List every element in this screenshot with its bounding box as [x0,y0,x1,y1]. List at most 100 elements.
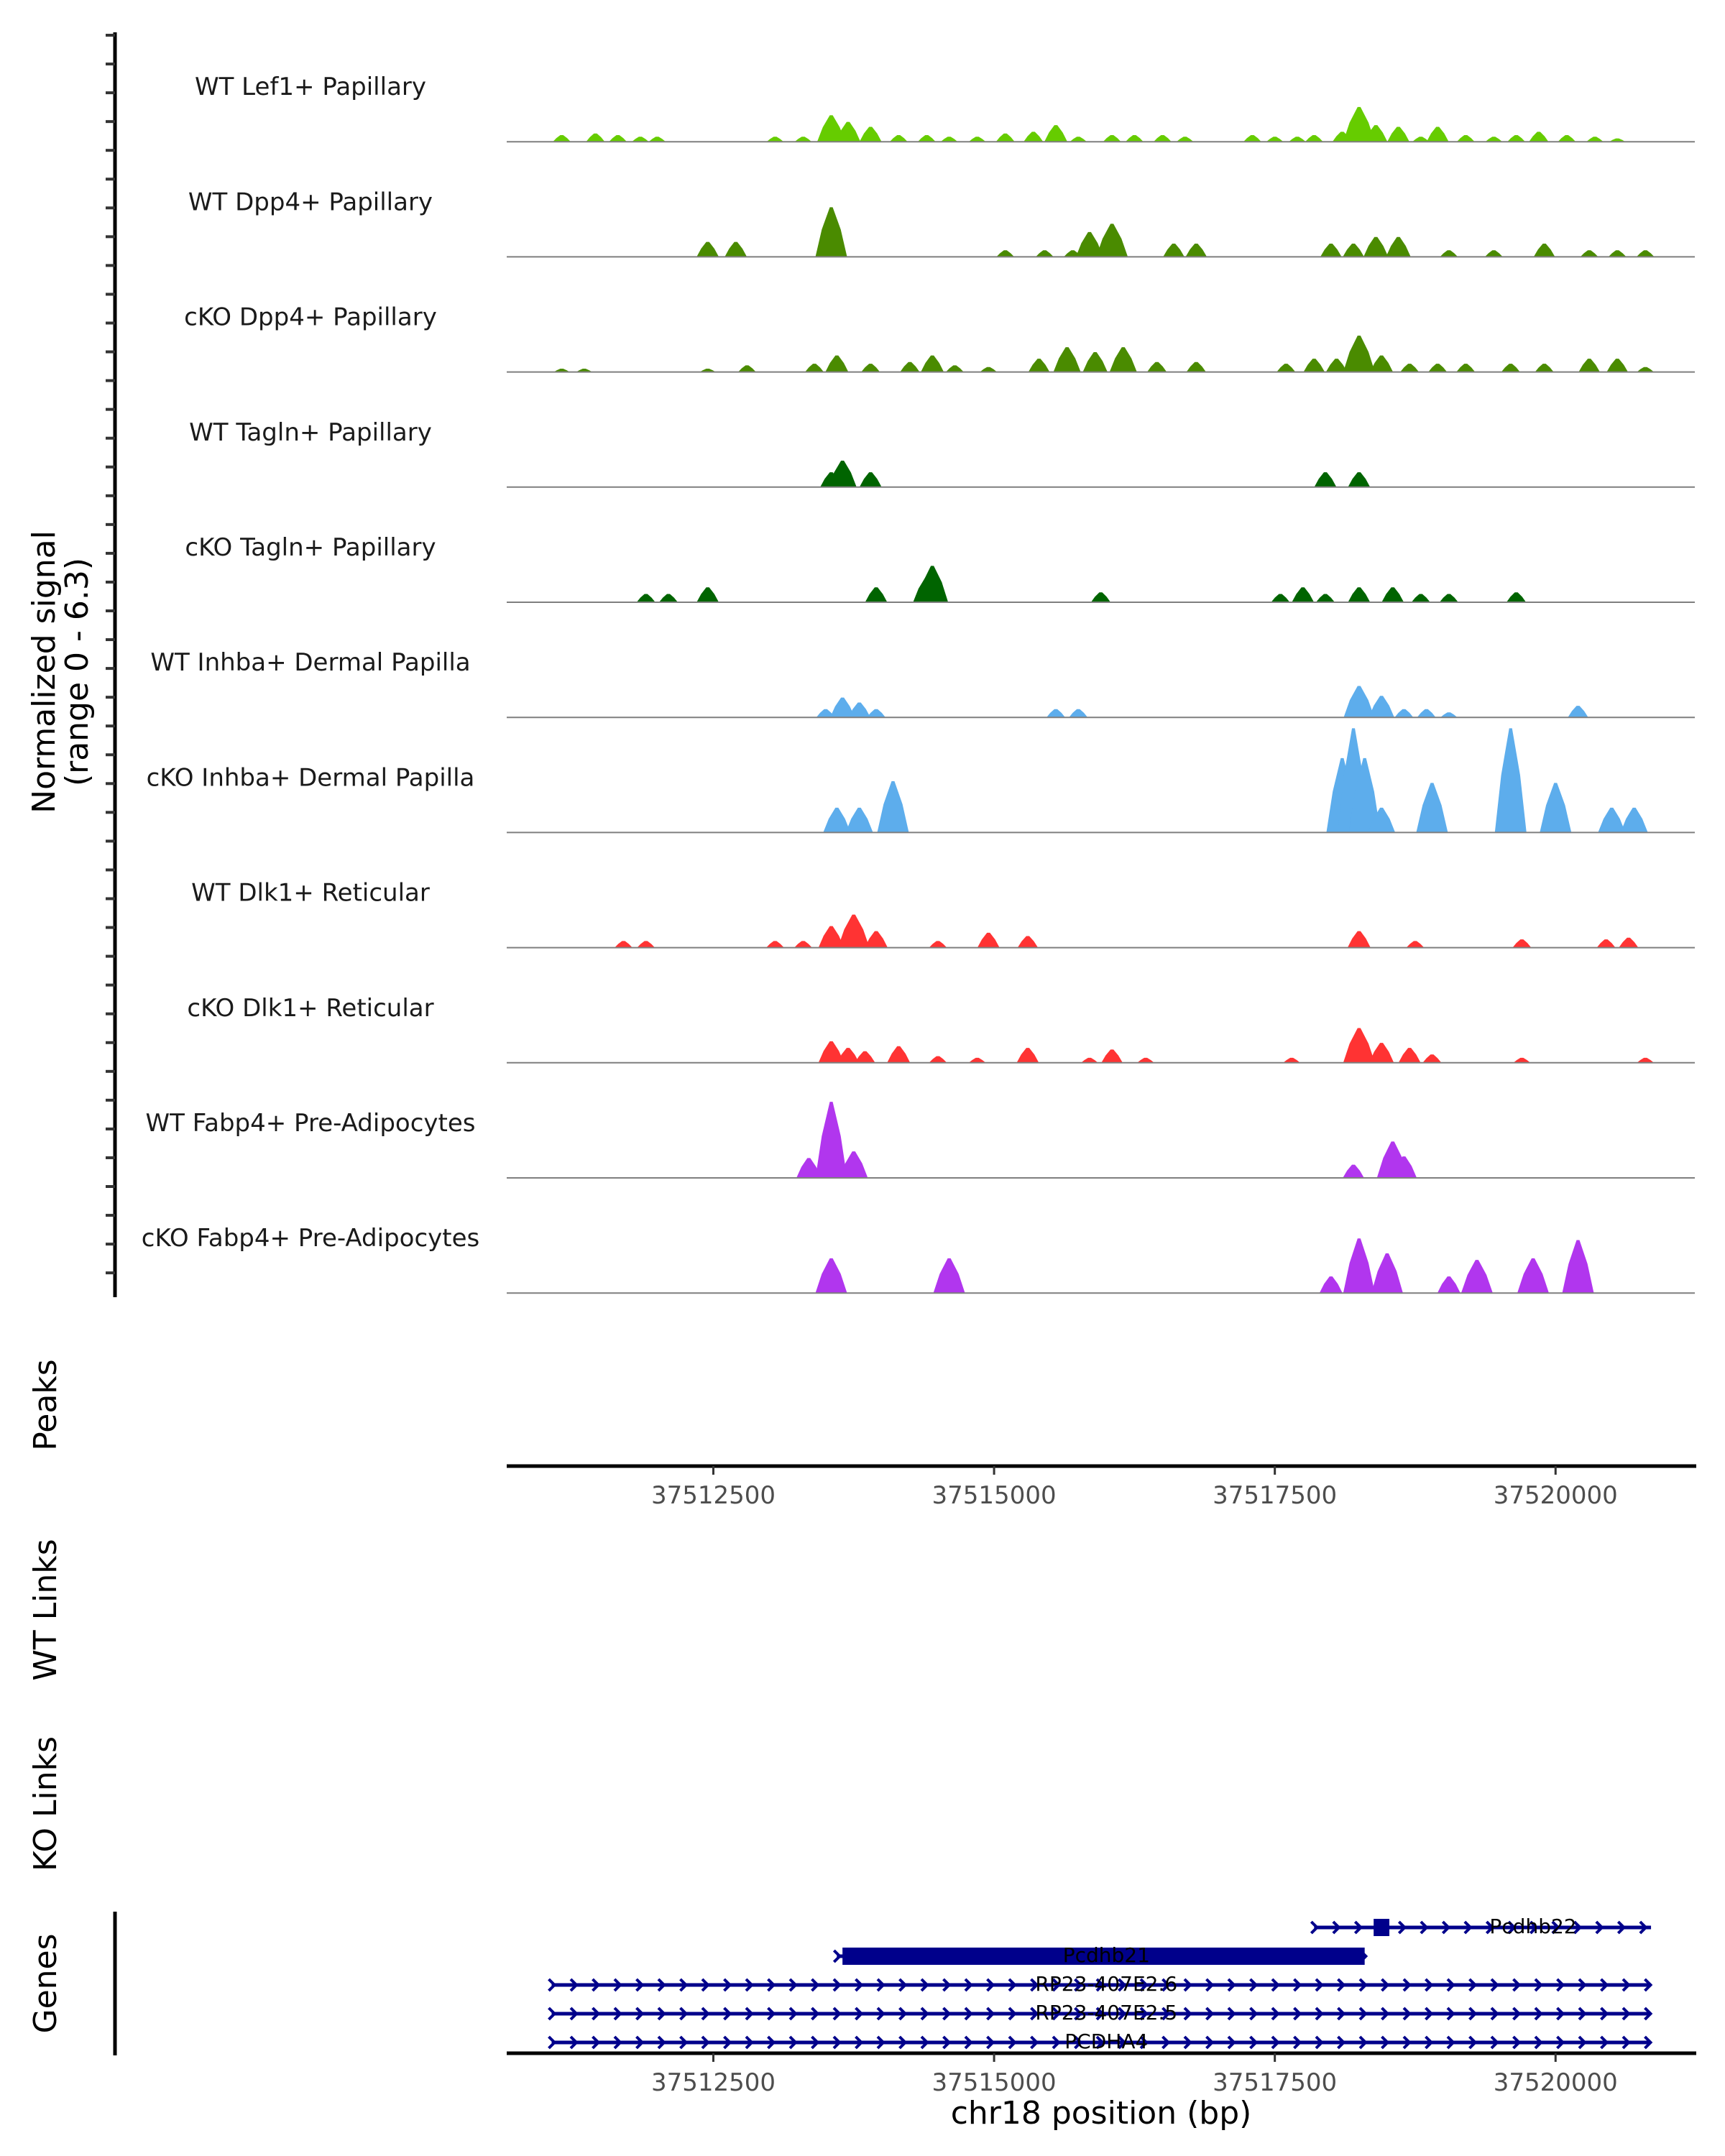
gene-RP23-407E2.6[interactable]: RP23-407E2.6 [548,1972,1653,1996]
signal-peak [1387,126,1409,142]
strand-arrow-icon [855,2035,864,2050]
strand-arrow-icon [745,2035,754,2050]
signal-peak [609,134,627,142]
strand-arrow-icon [767,2007,776,2021]
signal-peak [933,1258,965,1294]
ko-links-track-label: KO Links [27,1736,64,1871]
signal-peak [648,137,666,142]
gene-Pcdhb22[interactable]: Pcdhb22 [1310,1915,1652,1938]
strand-arrow-icon [1644,1978,1653,1992]
gene-label: Pcdhb21 [1063,1943,1150,1967]
track-5: WT Inhba+ Dermal Papilla [150,648,1695,719]
strand-arrow-icon [613,2007,622,2021]
strand-arrow-icon [1402,2007,1412,2021]
signal-peak [1398,1048,1421,1063]
signal-peak [615,941,632,948]
signal-peak [1371,1253,1403,1294]
signal-peak [823,807,851,833]
strand-arrow-icon [1644,2035,1653,2050]
gene-PCDHA4[interactable]: PCDHA4 [548,2030,1653,2053]
signal-peak [1289,137,1306,142]
x-tick-label: 37520000 [1494,1481,1618,1510]
track-2: cKO Dpp4+ Papillary [184,303,1695,373]
signal-peak [1035,250,1054,257]
strand-arrow-icon [1227,2007,1236,2021]
strand-arrow-icon [1425,1978,1434,1992]
signal-peak [1343,243,1364,257]
strand-arrow-icon [1118,2035,1127,2050]
strand-arrow-icon [788,2035,798,2050]
strand-arrow-icon [1052,2007,1061,2021]
strand-arrow-icon [1512,2035,1522,2050]
signal-peak [1394,709,1414,718]
exon-block [1374,1919,1390,1936]
signal-peak [1370,355,1394,372]
strand-arrow-icon [1271,1978,1280,1992]
strand-arrow-icon [1507,1920,1517,1935]
x-tick-label: 37515000 [932,2068,1057,2097]
signal-peak [805,364,824,372]
signal-peak [1046,709,1066,718]
strand-arrow-icon [1271,2007,1280,2021]
signal-peak [1314,472,1337,487]
signal-peak [1540,783,1572,833]
strand-arrow-icon [1512,2007,1522,2021]
strand-arrow-icon [767,2035,776,2050]
signal-peak [1568,706,1588,718]
strand-arrow-icon [898,2007,908,2021]
signal-peak [576,368,593,372]
gene-Pcdhb21[interactable]: Pcdhb21 [832,1943,1368,1967]
signal-peak [636,594,656,602]
signal-peak [1090,592,1111,602]
signal-peak [835,121,861,142]
strand-arrow-icon [1118,2007,1127,2021]
strand-arrow-icon [1556,2007,1565,2021]
strand-arrow-icon [1030,2035,1039,2050]
signal-peak [968,1057,986,1063]
strand-arrow-icon [942,2035,952,2050]
signal-peak [1517,1258,1550,1294]
track-10: cKO Fabp4+ Pre-Adipocytes [142,1224,1695,1294]
signal-peak [1082,351,1108,372]
signal-peak [586,133,605,142]
signal-peak [1017,936,1039,948]
strand-arrow-icon [1205,2035,1215,2050]
x-tick-label: 37517500 [1213,1481,1337,1510]
strand-arrow-icon [920,2035,929,2050]
coverage-tracks: WT Lef1+ Papillary WT Dpp4+ Papillary cKO … [142,73,1695,1294]
signal-peak [1637,1057,1655,1063]
signal-peak [887,1046,911,1063]
strand-arrow-icon [1468,2007,1478,2021]
strand-arrow-icon [767,1978,776,1992]
signal-peak [1411,594,1430,602]
gene-RP23-407E2.5[interactable]: RP23-407E2.5 [548,2001,1653,2024]
signal-peak [940,137,958,142]
track-label: cKO Tagln+ Papillary [185,533,436,562]
track-7: WT Dlk1+ Reticular [191,879,1695,949]
strand-arrow-icon [1008,2007,1017,2021]
track-label: WT Lef1+ Papillary [195,73,426,101]
signal-peak [877,781,909,833]
signal-peak [553,368,570,372]
strand-arrow-icon [1644,2007,1653,2021]
y-axis-label: Normalized signal [26,530,63,814]
exon-block [842,1948,1365,1965]
track-label: WT Dlk1+ Reticular [191,879,430,908]
signal-peak [945,365,964,372]
signal-peak [1558,134,1576,142]
strand-arrow-icon [1573,1920,1583,1935]
genes-x-axis: 37512500 37515000 37517500 37520000 [651,2053,1618,2097]
strand-arrow-icon [1315,2007,1324,2021]
signal-peak [1506,592,1527,602]
strand-arrow-icon [1205,1978,1215,1992]
track-4: cKO Tagln+ Papillary [185,533,1695,603]
signal-peak [917,134,936,142]
signal-peak [1147,361,1167,372]
strand-arrow-icon [635,1978,645,1992]
signal-peak [1103,134,1121,142]
signal-peak [1348,472,1371,487]
signal-peak [1533,243,1555,257]
strand-arrow-icon [1249,1978,1259,1992]
track-label: WT Tagln+ Papillary [189,418,432,447]
signal-peak [1422,1054,1442,1063]
